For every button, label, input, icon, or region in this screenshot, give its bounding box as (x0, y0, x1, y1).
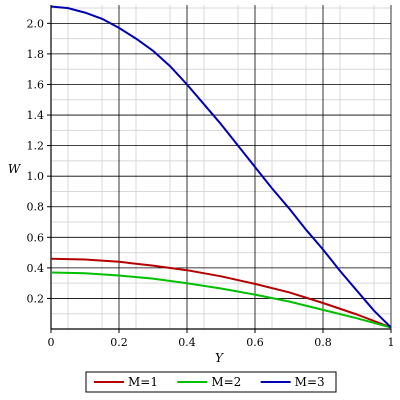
axes (47, 5, 392, 333)
series-lines (50, 5, 392, 329)
x-tick-label: 0.8 (314, 336, 332, 349)
grid (51, 5, 392, 329)
legend-box (85, 371, 337, 393)
x-tick-label: 0.2 (110, 336, 128, 349)
y-tick-label: 0.8 (27, 201, 45, 214)
y-tick-label: 1.6 (27, 78, 45, 91)
y-tick-label: 1.8 (27, 48, 45, 61)
y-tick-label: 2.0 (27, 17, 45, 30)
y-tick-label: 0.6 (27, 231, 45, 244)
y-tick-label: 1.4 (27, 109, 45, 122)
x-tick-label: 0.6 (246, 336, 264, 349)
legend: M=1 M=2 M=3 (85, 371, 337, 393)
y-axis-label: W (8, 162, 22, 176)
series-line-m-3 (50, 5, 392, 329)
legend-label: M=3 (295, 375, 325, 389)
x-axis-label: Y (215, 351, 224, 365)
series-line-m-1 (50, 257, 392, 329)
y-tick-label: 1.2 (27, 140, 45, 153)
x-tick-label: 0.4 (178, 336, 196, 349)
x-tick-label: 1 (388, 336, 395, 349)
x-tick-label: 0 (48, 336, 55, 349)
tick-labels: 0 0.2 0.4 0.6 0.8 1 0.2 0.4 0.6 0.8 1.0 1.2 1.4 1.6 1.… (27, 17, 395, 349)
series-line-m-2 (50, 271, 392, 329)
y-tick-label: 1.0 (27, 170, 45, 183)
legend-label: M=2 (211, 375, 241, 389)
y-tick-label: 0.2 (27, 292, 45, 305)
y-tick-label: 0.4 (27, 262, 45, 275)
legend-label: M=1 (128, 375, 158, 389)
